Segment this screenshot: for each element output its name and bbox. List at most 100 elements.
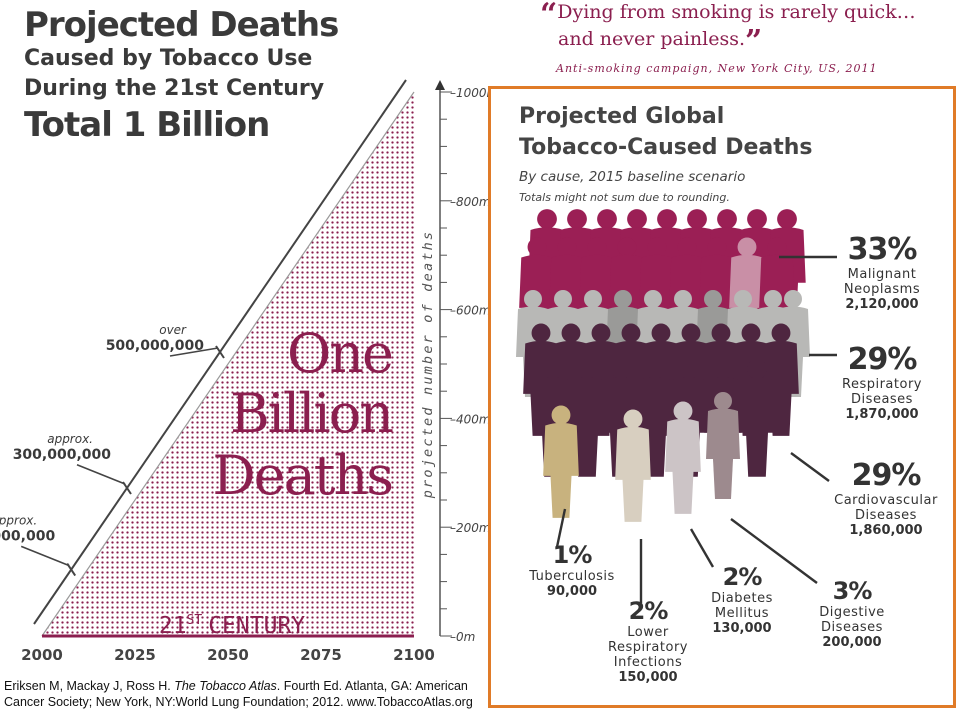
x-tick-label: 2025 — [114, 646, 156, 664]
lbl-malignant-2: Neoplasms — [843, 282, 921, 297]
annotation-qualifier: approx. — [47, 432, 93, 446]
citation-book-title: The Tobacco Atlas — [174, 679, 277, 693]
cause-digestive-diseases: 3% Digestive Diseases 200,000 — [797, 577, 907, 651]
y-tick-label: –1000m — [450, 86, 490, 100]
people-crowd-graphic — [516, 209, 837, 603]
big-text-deaths: Deaths — [212, 444, 392, 507]
pct-lri: 2% — [628, 597, 669, 625]
panel-note: Totals might not sum due to rounding. — [519, 191, 730, 204]
person-digestive-diseases — [706, 392, 740, 499]
person-cardiovascular-diseases — [738, 359, 776, 477]
x-axis-ticks: 2000 2025 2050 2075 2100 — [21, 646, 435, 664]
open-quote-mark: “ — [540, 0, 558, 32]
x-tick-label: 2050 — [207, 646, 249, 664]
lbl-diabetes-1: Diabetes — [711, 591, 773, 606]
quote-source: Anti-smoking campaign, New York City, US… — [556, 62, 878, 75]
lbl-diabetes-2: Mellitus — [714, 606, 770, 621]
smoking-quote: “Dying from smoking is rarely quick… and… — [540, 0, 960, 75]
cnt-malignant: 2,120,000 — [845, 297, 919, 312]
person-diabetes-mellitus — [665, 401, 701, 514]
leader-lines — [555, 255, 837, 603]
cumulative-deaths-chart: 2000 2025 2050 2075 2100 –0m–200m–400m–600m–… — [0, 79, 490, 664]
quote-line-2: and never painless.” — [540, 27, 960, 57]
citation-line-2: Cancer Society; New York, NY:World Lung … — [4, 695, 473, 709]
lbl-malignant-1: Malignant — [847, 267, 917, 282]
x-tick-label: 2100 — [393, 646, 435, 664]
cause-tuberculosis: 1% Tuberculosis 90,000 — [517, 541, 627, 600]
pct-tb: 1% — [552, 541, 593, 569]
x-tick-label: 2000 — [21, 646, 63, 664]
area-edge-line — [41, 91, 415, 637]
lbl-lri-1: Lower — [627, 625, 669, 640]
person-lower-respiratory-infections — [615, 409, 651, 522]
title-line-1: Projected Deaths — [24, 5, 339, 45]
quote-line-1: “Dying from smoking is rarely quick… — [540, 0, 960, 30]
close-quote-mark: ” — [745, 24, 763, 59]
lbl-digestive-2: Diseases — [821, 620, 883, 635]
annotation-value: 150,000,000 — [0, 528, 55, 544]
leader-line — [555, 508, 567, 548]
leader-line — [730, 518, 818, 584]
annotation-1: approx.300,000,000 — [13, 432, 112, 463]
title-line-4: Total 1 Billion — [24, 105, 270, 145]
cause-lower-respiratory-infections: 2% Lower Respiratory Infections 150,000 — [593, 597, 703, 686]
citation-authors: Eriksen M, Mackay J, Ross H. — [4, 679, 175, 693]
lbl-respiratory-2: Diseases — [851, 392, 913, 407]
pct-digestive: 3% — [832, 577, 873, 605]
leader-line — [689, 528, 715, 568]
lbl-lri-2: Respiratory — [608, 640, 688, 655]
quote-text-2: and never painless. — [558, 28, 746, 50]
y-axis-arrow — [435, 80, 445, 90]
y-tick-label: –800m — [450, 195, 490, 209]
annotation-leader — [76, 464, 126, 485]
annotation-value: 500,000,000 — [106, 338, 205, 354]
cause-respiratory-diseases: 29% Respiratory Diseases 1,870,000 — [827, 343, 937, 423]
panel-subtitle: By cause, 2015 baseline scenario — [519, 169, 746, 185]
annotation-leader — [169, 347, 219, 357]
lbl-lri-3: Infections — [613, 655, 683, 670]
title-line-2: Caused by Tobacco Use — [24, 46, 313, 71]
citation-line-1: Eriksen M, Mackay J, Ross H. The Tobacco… — [4, 678, 473, 694]
pct-cardio: 29% — [851, 458, 922, 493]
title-line-3: During the 21st Century — [24, 76, 325, 101]
panel-title-1: Projected Global — [519, 104, 725, 129]
annotation-qualifier: approx. — [0, 513, 37, 527]
y-axis: –0m –200m –400m –600m –800m –1000m — [435, 80, 490, 644]
annotation-leader — [20, 545, 70, 567]
one-billion-deaths-text: One Billion Deaths — [212, 322, 395, 507]
panel-title-block: Projected Global Tobacco-Caused Deaths B… — [519, 101, 813, 204]
big-text-billion: Billion — [230, 382, 393, 445]
crowd-people — [516, 209, 810, 522]
leader-line — [790, 452, 830, 482]
citation-edition: . Fourth Ed. Atlanta, GA: American — [276, 679, 468, 693]
cnt-lri: 150,000 — [618, 670, 678, 685]
y-axis-label: projected number of deaths — [420, 230, 436, 500]
y-tick-label: –0m — [450, 630, 475, 644]
person-tuberculosis — [543, 405, 579, 518]
lbl-digestive-1: Digestive — [819, 605, 885, 620]
annotation-qualifier: over — [159, 323, 187, 337]
annotations: approx.150,000,000approx.300,000,000over… — [0, 323, 219, 567]
x-tick-label: 2075 — [300, 646, 342, 664]
panel-title-2: Tobacco-Caused Deaths — [519, 135, 813, 160]
pct-diabetes: 2% — [722, 563, 763, 591]
citation: Eriksen M, Mackay J, Ross H. The Tobacco… — [4, 678, 473, 710]
y-tick-label: –200m — [450, 521, 490, 535]
global-deaths-panel: Projected Global Tobacco-Caused Deaths B… — [488, 86, 956, 708]
century-label: 21ST CENTURY — [159, 613, 305, 639]
annotation-0: approx.150,000,000 — [0, 513, 55, 544]
lbl-cardio-1: Cardiovascular — [834, 493, 938, 508]
annotation-value: 300,000,000 — [13, 447, 112, 463]
big-text-one: One — [287, 322, 392, 385]
cause-malignant-neoplasms: 33% Malignant Neoplasms 2,120,000 — [827, 233, 937, 313]
cause-cardiovascular-diseases: 29% Cardiovascular Diseases 1,860,000 — [817, 459, 955, 539]
cause-diabetes-mellitus: 2% Diabetes Mellitus 130,000 — [687, 563, 797, 637]
y-tick-label: –600m — [450, 304, 490, 318]
pct-respiratory: 29% — [847, 342, 918, 377]
cnt-diabetes: 130,000 — [712, 621, 772, 636]
cnt-respiratory: 1,870,000 — [845, 407, 919, 422]
quote-text-1: Dying from smoking is rarely quick… — [557, 1, 916, 23]
cnt-digestive: 200,000 — [822, 635, 882, 650]
lbl-respiratory-1: Respiratory — [842, 377, 922, 392]
